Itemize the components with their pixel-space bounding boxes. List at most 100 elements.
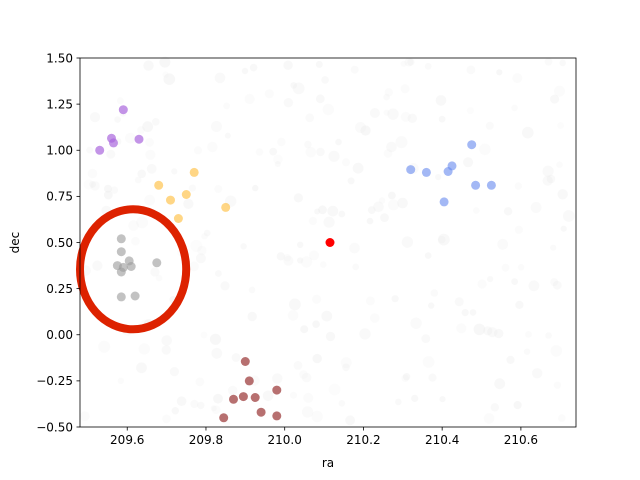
x-tick-label: 209.6	[110, 433, 144, 447]
background-speck	[169, 367, 179, 377]
background-speck	[301, 372, 312, 383]
background-speck	[211, 121, 222, 132]
background-speck	[367, 206, 376, 215]
background-speck	[557, 122, 564, 129]
scatter-point	[152, 258, 162, 268]
background-speck	[152, 118, 160, 126]
scatter-point	[406, 165, 416, 175]
background-speck	[384, 88, 393, 97]
background-speck	[276, 252, 285, 261]
scatter-point	[471, 180, 481, 190]
background-speck	[303, 392, 314, 403]
scatter-point	[421, 167, 431, 177]
background-speck	[136, 216, 149, 229]
scatter-point	[447, 161, 457, 171]
background-speck	[487, 327, 498, 338]
background-speck	[290, 391, 297, 399]
background-speck	[469, 309, 477, 316]
y-tick-label: 0.00	[46, 328, 73, 342]
background-speck	[137, 126, 146, 134]
background-speck	[497, 238, 509, 250]
background-speck	[407, 58, 415, 66]
background-speck	[402, 373, 411, 381]
background-speck	[342, 158, 350, 167]
background-speck	[161, 345, 171, 355]
background-speck	[439, 396, 446, 403]
y-tick-label: 1.25	[46, 97, 73, 111]
y-tick-label: 0.75	[46, 190, 73, 204]
background-speck	[530, 202, 542, 213]
background-speck	[370, 313, 380, 323]
y-tick-label: 1.50	[46, 51, 73, 65]
y-tick-label: 0.25	[46, 282, 73, 296]
background-speck	[562, 210, 575, 222]
scatter-point	[95, 145, 105, 155]
background-speck	[404, 57, 414, 67]
background-speck	[328, 150, 340, 162]
background-speck	[264, 89, 274, 99]
background-speck	[559, 59, 566, 67]
background-speck	[395, 136, 408, 149]
background-speck	[244, 93, 255, 105]
background-speck	[338, 400, 346, 407]
background-speck	[247, 311, 257, 322]
scatter-point	[134, 134, 144, 144]
background-speck	[143, 60, 154, 71]
background-speck	[456, 323, 467, 334]
background-speck	[312, 353, 322, 364]
background-speck	[215, 270, 222, 277]
scatter-point	[325, 238, 335, 247]
background-speck	[424, 62, 432, 70]
background-speck	[553, 381, 562, 389]
background-speck	[161, 335, 172, 346]
background-speck	[473, 207, 480, 214]
background-speck	[92, 260, 103, 271]
background-speck	[207, 141, 218, 153]
background-speck	[252, 184, 259, 192]
background-speck	[301, 406, 314, 418]
background-speck	[512, 73, 523, 84]
background-speck	[220, 281, 230, 291]
background-speck	[103, 190, 113, 200]
background-speck	[137, 169, 146, 179]
background-speck	[483, 413, 495, 424]
background-speck	[438, 235, 446, 244]
background-speck	[300, 325, 309, 334]
background-speck	[525, 331, 532, 338]
y-tick-label: −0.50	[36, 420, 73, 434]
background-speck	[277, 137, 286, 147]
background-speck	[162, 414, 171, 424]
background-speck	[523, 348, 531, 355]
background-speck	[513, 401, 522, 410]
background-speck	[262, 390, 274, 402]
background-speck	[546, 174, 556, 184]
background-speck	[195, 377, 205, 387]
background-speck	[144, 194, 156, 206]
background-speck	[193, 146, 203, 155]
background-speck	[197, 245, 207, 256]
scatter-point	[181, 190, 191, 199]
background-speck	[287, 310, 299, 321]
scatter-point	[272, 385, 282, 395]
background-speck	[116, 97, 124, 105]
background-speck	[231, 353, 241, 362]
background-speck	[435, 174, 442, 181]
background-speck	[241, 67, 249, 75]
background-speck	[89, 181, 96, 188]
background-speck	[395, 398, 402, 406]
background-speck	[528, 280, 540, 292]
background-speck	[162, 71, 169, 78]
background-speck	[214, 185, 223, 193]
scatter-point	[229, 394, 238, 404]
background-speck	[209, 333, 222, 345]
background-speck	[223, 102, 231, 110]
scatter-point	[116, 292, 126, 302]
background-speck	[514, 225, 524, 234]
background-speck	[338, 210, 346, 218]
background-speck	[163, 73, 176, 85]
background-speck	[145, 137, 155, 147]
background-speck	[437, 233, 450, 246]
background-speck	[142, 121, 154, 133]
